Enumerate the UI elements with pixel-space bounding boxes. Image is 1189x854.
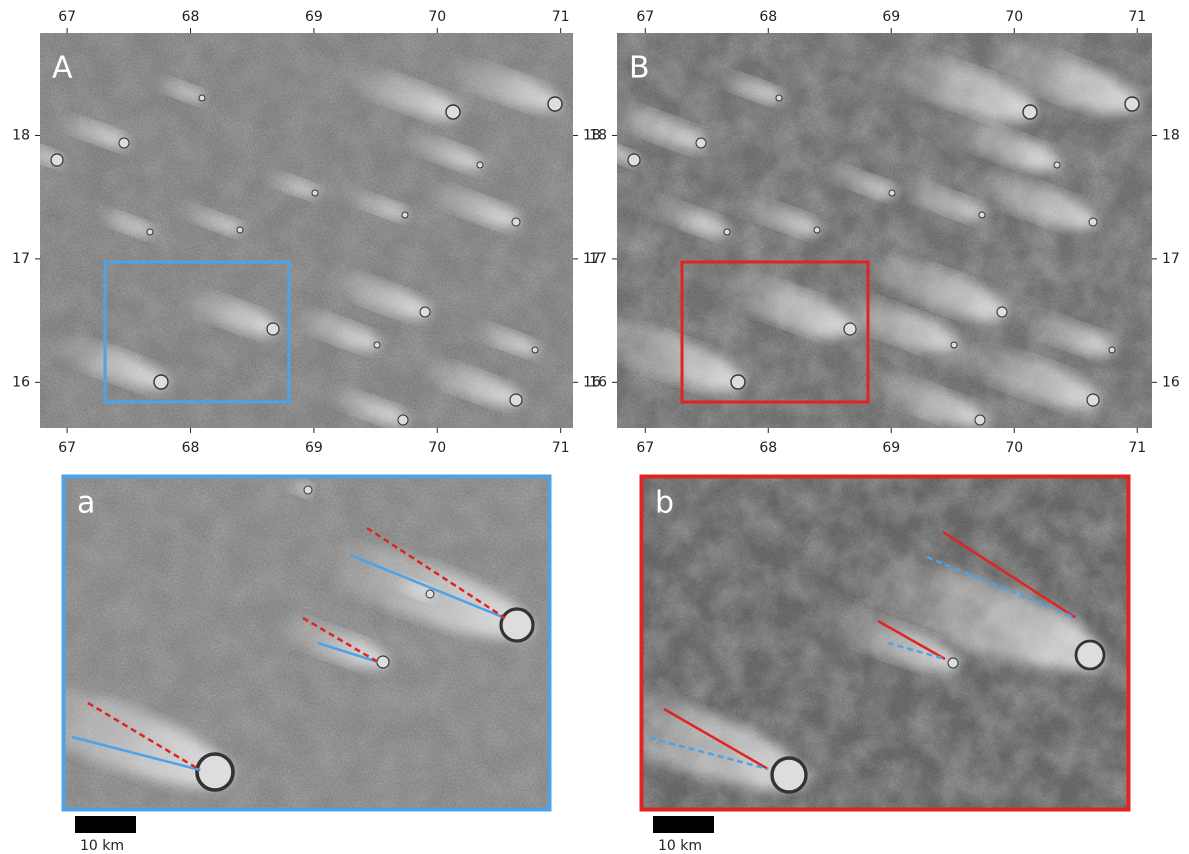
x-tick-label: 69: [882, 440, 900, 456]
crater: [1054, 162, 1060, 168]
crater: [512, 218, 520, 226]
x-tick-label: 67: [58, 9, 76, 25]
crater: [199, 95, 205, 101]
crater: [154, 375, 168, 389]
panel-label: A: [52, 51, 73, 86]
x-tick-label: 70: [1005, 440, 1023, 456]
crater: [1089, 218, 1097, 226]
crater: [776, 95, 782, 101]
crater: [532, 347, 538, 353]
y-tick-label: 18: [589, 127, 607, 143]
image: [11, 33, 573, 432]
crater: [1076, 641, 1104, 669]
crater: [477, 162, 483, 168]
x-tick-label: 67: [636, 9, 654, 25]
x-tick-label: 70: [428, 440, 446, 456]
x-tick-label: 71: [1128, 440, 1146, 456]
crater: [975, 415, 985, 425]
crater: [420, 307, 430, 317]
crater: [951, 342, 957, 348]
crater: [844, 323, 856, 335]
crater: [398, 415, 408, 425]
crater: [548, 97, 562, 111]
x-tick-label: 69: [305, 440, 323, 456]
crater: [772, 758, 806, 792]
crater: [814, 227, 820, 233]
x-tick-label: 71: [1128, 9, 1146, 25]
x-tick-label: 70: [1005, 9, 1023, 25]
crater: [979, 212, 985, 218]
crater: [446, 105, 460, 119]
crater: [374, 342, 380, 348]
crater: [696, 138, 706, 148]
x-tick-label: 71: [552, 9, 570, 25]
crater: [426, 590, 434, 598]
scale-bar-label: 10 km: [658, 838, 702, 854]
x-tick-label: 71: [552, 440, 570, 456]
y-tick-label: 16: [589, 374, 607, 390]
crater: [237, 227, 243, 233]
x-tick-label: 67: [636, 440, 654, 456]
crater: [51, 154, 63, 166]
y-tick-label: 18: [1162, 127, 1180, 143]
crater: [402, 212, 408, 218]
inset-label: b: [655, 486, 674, 521]
x-tick-label: 69: [882, 9, 900, 25]
x-tick-label: 68: [759, 9, 777, 25]
crater: [197, 754, 233, 790]
x-tick-label: 69: [305, 9, 323, 25]
panel-label: B: [629, 51, 650, 86]
crater: [312, 190, 318, 196]
crater: [1125, 97, 1139, 111]
crater: [1023, 105, 1037, 119]
x-tick-label: 67: [58, 440, 76, 456]
crater: [377, 656, 389, 668]
scale-bar: [75, 816, 136, 833]
y-tick-label: 16: [1162, 374, 1180, 390]
imagery: [0, 28, 1152, 810]
crater: [948, 658, 958, 668]
y-tick-label: 17: [1162, 251, 1180, 267]
crater: [997, 307, 1007, 317]
crater: [724, 229, 730, 235]
scale-bar: [653, 816, 714, 833]
y-tick-label: 16: [12, 374, 30, 390]
inset-label: a: [77, 486, 95, 521]
y-tick-label: 18: [12, 127, 30, 143]
crater: [501, 609, 533, 641]
crater: [267, 323, 279, 335]
scale-bar-label: 10 km: [80, 838, 124, 854]
x-tick-label: 68: [182, 440, 200, 456]
y-tick-label: 17: [589, 251, 607, 267]
crater: [889, 190, 895, 196]
crater: [304, 486, 312, 494]
x-tick-label: 68: [759, 440, 777, 456]
crater: [731, 375, 745, 389]
crater: [1087, 394, 1099, 406]
crater: [147, 229, 153, 235]
crater: [119, 138, 129, 148]
image: [573, 28, 1152, 436]
figure: A 67 67 68 68 69 69 70 70 71 71 16 16 17 17 18 18 B 67 67 68…: [0, 0, 1189, 854]
y-tick-label: 17: [12, 251, 30, 267]
crater: [510, 394, 522, 406]
x-tick-label: 70: [428, 9, 446, 25]
image: [0, 474, 548, 808]
crater: [1109, 347, 1115, 353]
x-tick-label: 68: [182, 9, 200, 25]
crater: [628, 154, 640, 166]
